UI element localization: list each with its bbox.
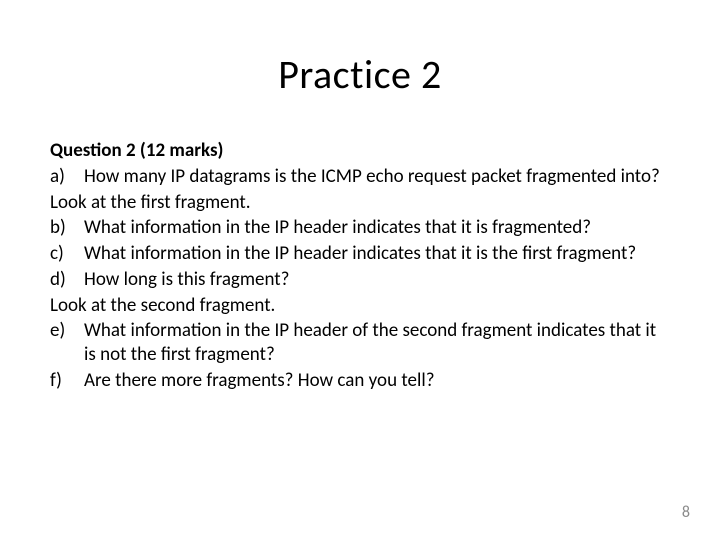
item-f-text: Are there more fragments? How can you te… xyxy=(84,369,670,393)
item-e-label: e) xyxy=(50,319,84,367)
slide-title: Practice 2 xyxy=(50,50,670,99)
item-c-text: What information in the IP header indica… xyxy=(84,242,670,266)
item-a-text: How many IP datagrams is the ICMP echo r… xyxy=(84,165,670,189)
item-d-label: d) xyxy=(50,268,84,292)
item-b: b) What information in the IP header ind… xyxy=(50,216,670,240)
slide-container: Practice 2 Question 2 (12 marks) a) How … xyxy=(0,0,720,540)
item-c-label: c) xyxy=(50,242,84,266)
item-c: c) What information in the IP header ind… xyxy=(50,242,670,266)
item-f: f) Are there more fragments? How can you… xyxy=(50,369,670,393)
item-a-label: a) xyxy=(50,165,84,189)
look-second-fragment: Look at the second fragment. xyxy=(50,294,670,318)
look-first-fragment: Look at the first fragment. xyxy=(50,191,670,215)
item-f-label: f) xyxy=(50,369,84,393)
page-number: 8 xyxy=(682,503,690,522)
slide-body: Question 2 (12 marks) a) How many IP dat… xyxy=(50,139,670,393)
item-a: a) How many IP datagrams is the ICMP ech… xyxy=(50,165,670,189)
item-b-text: What information in the IP header indica… xyxy=(84,216,670,240)
item-d: d) How long is this fragment? xyxy=(50,268,670,292)
item-b-label: b) xyxy=(50,216,84,240)
item-e-text: What information in the IP header of the… xyxy=(84,319,670,367)
item-e: e) What information in the IP header of … xyxy=(50,319,670,367)
question-header: Question 2 (12 marks) xyxy=(50,139,670,163)
item-d-text: How long is this fragment? xyxy=(84,268,670,292)
